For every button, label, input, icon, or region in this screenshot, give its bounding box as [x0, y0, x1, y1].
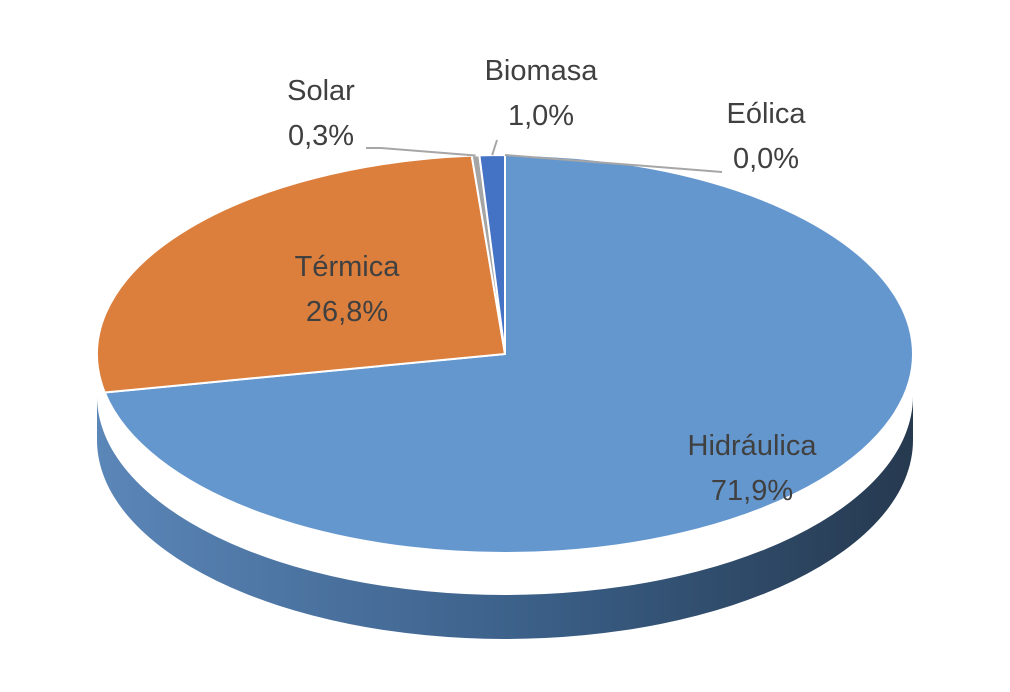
pie-slice-hidraulica: [103, 154, 914, 554]
pie-side-wall: [97, 396, 913, 639]
slice-value-hidraulica: 71,9%: [711, 475, 793, 507]
slice-value-biomasa: 1,0%: [508, 100, 574, 132]
slice-label-eolica: Eólica: [727, 98, 807, 130]
leader-line-eolica: [504, 154, 723, 173]
slice-value-solar: 0,3%: [288, 120, 354, 152]
leader-lines: [366, 139, 723, 173]
slice-label-solar: Solar: [287, 75, 355, 107]
slice-label-termica: Térmica: [295, 251, 401, 283]
slice-label-hidraulica: Hidráulica: [688, 430, 818, 462]
leader-line-solar: [366, 147, 476, 157]
pie-slice-termica: [96, 154, 506, 394]
pie-slices: [96, 153, 914, 554]
slice-label-biomasa: Biomasa: [485, 55, 599, 87]
slice-value-termica: 26,8%: [306, 296, 388, 328]
leader-line-biomasa: [491, 139, 498, 156]
slice-value-eolica: 0,0%: [733, 143, 799, 175]
